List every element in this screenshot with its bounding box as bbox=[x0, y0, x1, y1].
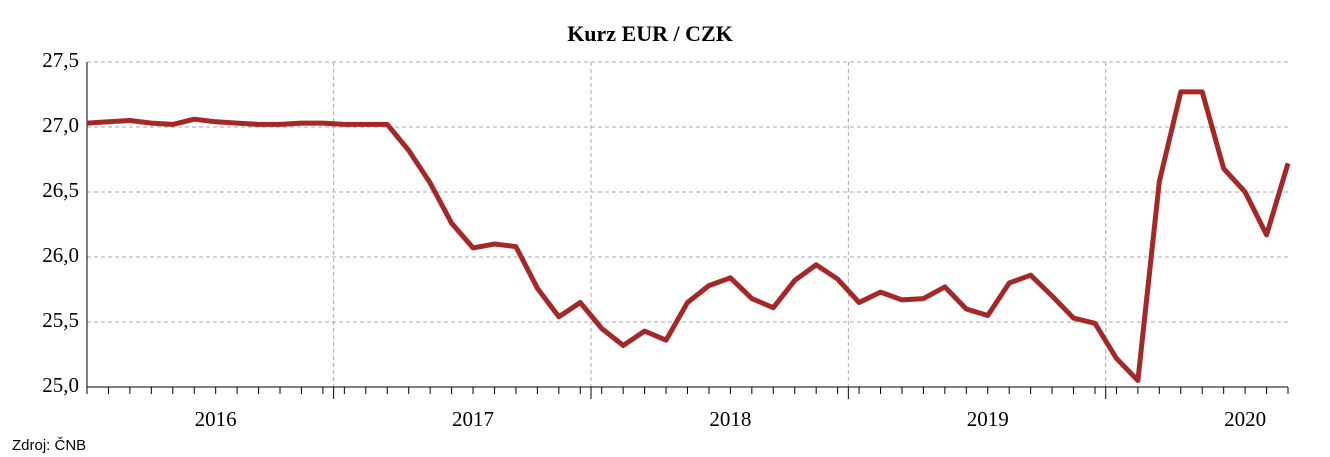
y-tick-label: 26,5 bbox=[42, 178, 79, 202]
x-tick-label: 2019 bbox=[967, 407, 1009, 431]
y-tick-label: 26,0 bbox=[42, 243, 79, 267]
y-tick-label: 27,5 bbox=[42, 48, 79, 72]
y-tick-label: 25,5 bbox=[42, 308, 79, 332]
y-tick-label: 25,0 bbox=[42, 373, 79, 397]
x-tick-label: 2018 bbox=[709, 407, 751, 431]
chart-title: Kurz EUR / CZK bbox=[567, 21, 733, 46]
x-tick-label: 2016 bbox=[195, 407, 237, 431]
x-tick-label: 2020 bbox=[1224, 407, 1266, 431]
source-note: Zdroj: ČNB bbox=[12, 437, 86, 454]
y-tick-label: 27,0 bbox=[42, 113, 79, 137]
data-line bbox=[86, 89, 1291, 383]
x-tick-label: 2017 bbox=[452, 407, 494, 431]
